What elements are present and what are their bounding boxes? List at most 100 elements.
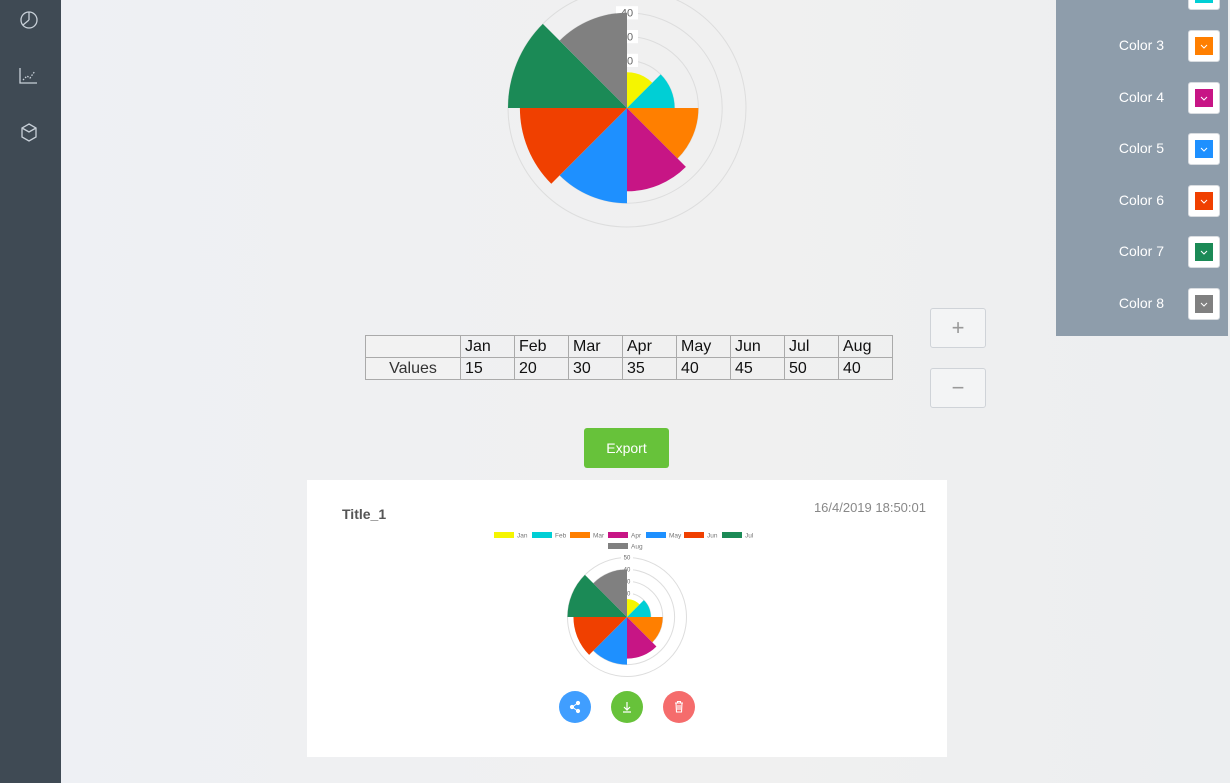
chevron [1200, 44, 1208, 49]
r-tick-label: 50 [624, 556, 631, 562]
line-icon[interactable] [19, 68, 37, 84]
legend-swatch [608, 543, 628, 549]
polar-wedge [627, 108, 699, 159]
column-header: Aug [838, 335, 893, 358]
legend-swatch [608, 532, 628, 538]
legend-label: Mar [593, 533, 605, 540]
chevron [1200, 147, 1208, 152]
chevron [1200, 199, 1208, 204]
tick-backdrop [621, 553, 633, 562]
card-title: Title_1 [342, 506, 387, 522]
hex-icon[interactable] [21, 123, 37, 142]
value-cell: 50 [784, 357, 839, 380]
value-cell: 40 [676, 357, 731, 380]
color-swatch [1195, 191, 1213, 210]
r-tick-label: 40 [624, 568, 631, 574]
legend-label: Feb [555, 533, 567, 540]
corner-cell [365, 335, 461, 358]
polar-wedge [508, 23, 627, 108]
column-header: Jan [460, 335, 515, 358]
polar-wedge [573, 617, 627, 655]
color-swatch [1195, 37, 1213, 55]
column-header: Jun [730, 335, 785, 358]
legend-swatch [646, 532, 666, 538]
legend-label: Jul [745, 533, 754, 540]
chevron [1200, 96, 1208, 101]
sidebar-icons [19, 11, 38, 142]
share-button[interactable] [559, 691, 591, 723]
color-panel: Color 3 Color 4 Color 5 Color 6 Color 7 Color… [1056, 0, 1228, 336]
legend-label: Jun [707, 533, 718, 540]
r-tick-label: 30 [624, 579, 631, 585]
column-header: Jul [784, 335, 839, 358]
legend-label: May [669, 533, 682, 540]
color-label: Color 4 [1118, 88, 1164, 105]
color-picker[interactable] [1188, 236, 1220, 269]
row-label: Values [365, 357, 461, 380]
value-cell: 40 [838, 357, 893, 380]
value-cell: 35 [622, 357, 677, 380]
download-button[interactable] [611, 691, 643, 723]
chevron [1200, 251, 1208, 256]
color-swatch [1195, 0, 1213, 4]
value-cell: 45 [730, 357, 785, 380]
preview-polar-chart: JanFebMarAprMayJunJulAug1020304050 [494, 532, 754, 677]
main-polar-chart: 1020304050 [507, 0, 747, 228]
color-picker[interactable] [1188, 81, 1220, 114]
legend-label: Apr [631, 533, 642, 540]
color-label: Color 7 [1118, 243, 1164, 260]
card-timestamp: 16/4/2019 18:50:01 [813, 500, 926, 515]
polar-wedge [567, 574, 627, 617]
chevron [1200, 302, 1208, 307]
legend-label: Aug [631, 544, 643, 551]
polar-wedge [593, 569, 627, 617]
color-picker[interactable] [1188, 288, 1220, 320]
polar-wedge [627, 600, 651, 617]
polar-wedge [627, 617, 663, 643]
legend-swatch [684, 532, 704, 538]
color-label: Color 6 [1118, 191, 1164, 208]
legend-swatch [494, 532, 514, 538]
color-swatch [1195, 243, 1213, 262]
export-button[interactable]: Export [584, 428, 669, 468]
column-header: May [676, 335, 731, 358]
color-picker[interactable] [1188, 133, 1220, 166]
color-label: Color 5 [1118, 140, 1164, 157]
column-header: Apr [622, 335, 677, 358]
color-swatch [1195, 88, 1213, 107]
header-row: Jan Feb Mar Apr May Jun Jul Aug [365, 335, 893, 358]
color-picker[interactable] [1188, 184, 1220, 217]
color-swatch [1195, 295, 1213, 313]
r-tick-label: 20 [624, 591, 631, 597]
legend-swatch [532, 532, 552, 538]
color-label: Color 8 [1118, 295, 1164, 311]
polar-wedge [627, 72, 653, 108]
sidebar [0, 0, 61, 783]
add-button[interactable]: + [930, 308, 986, 348]
polar-wedge [593, 617, 627, 665]
values-row: Values 15 20 30 35 40 45 50 40 [365, 357, 893, 380]
color-swatch [1195, 140, 1213, 159]
polar-wedge [627, 74, 675, 108]
column-header: Feb [514, 335, 569, 358]
legend-swatch [722, 532, 742, 538]
polar-wedge [627, 617, 657, 659]
polar-wedge [559, 108, 627, 204]
pie-icon[interactable] [20, 11, 38, 29]
remove-button[interactable]: − [930, 368, 986, 408]
polar-wedge [627, 599, 640, 617]
tick-backdrop [621, 565, 633, 573]
value-cell: 30 [568, 357, 623, 380]
legend-label: Jan [517, 533, 528, 540]
color-label: Color 3 [1118, 37, 1164, 53]
data-table: Jan Feb Mar Apr May Jun Jul Aug Values 15 20 30 35 4… [365, 335, 893, 380]
legend-swatch [570, 532, 590, 538]
polar-wedge [559, 12, 627, 108]
value-cell: 20 [514, 357, 569, 380]
color-picker[interactable] [1188, 30, 1220, 62]
delete-button[interactable] [663, 691, 695, 723]
chevron [1195, 0, 1213, 3]
polar-wedge [627, 108, 686, 192]
color-picker[interactable] [1188, 0, 1220, 11]
